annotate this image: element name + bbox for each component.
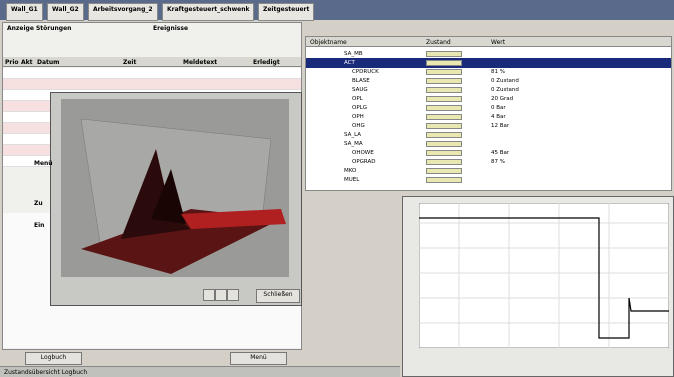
tree-label: OPLG <box>352 105 367 111</box>
group-title: Anzeige Störungen <box>7 25 72 32</box>
tree-row: SA_MB <box>306 49 671 59</box>
column-header: Datum <box>37 59 60 66</box>
state-boxes <box>426 123 462 129</box>
tree-row: SA_MA <box>306 139 671 149</box>
state-boxes <box>426 132 462 138</box>
tree-label: OPH <box>352 114 364 120</box>
plot-area <box>419 203 669 348</box>
state-boxes <box>426 177 462 183</box>
state-boxes <box>426 105 462 111</box>
tree-value: 0 Zustand <box>491 87 519 93</box>
column-header: Meldetext <box>183 59 218 66</box>
tree-value: 12 Bar <box>491 123 510 129</box>
column-header: Wert <box>491 39 506 46</box>
tab[interactable]: Zeitgesteuert <box>258 3 315 21</box>
column-header: Zustand <box>426 39 451 46</box>
tree-label: OHG <box>352 123 365 129</box>
tree-label: MKO <box>344 168 357 174</box>
surface-plot <box>61 99 289 277</box>
tree-row: CPDRUCK 81 % <box>306 67 671 77</box>
tab[interactable]: Arbeitsvorgang_2 <box>88 3 158 21</box>
state-boxes <box>426 96 462 102</box>
tree-value: 4 Bar <box>491 114 506 120</box>
tree-label: MUEL <box>344 177 360 183</box>
tree-value: 0 Zustand <box>491 78 519 84</box>
side-label: Zu <box>34 200 43 207</box>
tree-value: 45 Bar <box>491 150 510 156</box>
icon-button[interactable] <box>215 289 227 301</box>
trend-window <box>402 196 674 377</box>
trend-chart <box>419 203 669 348</box>
tab[interactable]: Wall_G2 <box>47 3 84 21</box>
button[interactable]: Menü <box>230 352 287 365</box>
tree-value: 87 % <box>491 159 505 165</box>
tree-label: CPDRUCK <box>352 69 379 75</box>
tree-label: OHOWE <box>352 150 374 156</box>
state-boxes <box>426 114 462 120</box>
tree-row: OHG 12 Bar <box>306 121 671 131</box>
tree-row: OPLG 0 Bar <box>306 103 671 113</box>
tree-row: MKO <box>306 166 671 176</box>
grid <box>419 203 669 348</box>
tree-value: 0 Bar <box>491 105 506 111</box>
button[interactable]: Logbuch <box>25 352 82 365</box>
tree-label: SA_MA <box>344 141 363 147</box>
tab[interactable]: Kraftgesteuert_schwenk <box>162 3 255 21</box>
surface <box>181 209 286 229</box>
table-row <box>3 68 301 79</box>
column-header: Prio <box>5 59 19 66</box>
tree-row: BLASE 0 Zustand <box>306 76 671 86</box>
state-boxes <box>426 168 462 174</box>
state-boxes <box>426 78 462 84</box>
tree-label: OPGRAD <box>352 159 376 165</box>
trend-line <box>419 217 669 339</box>
state-boxes <box>426 60 462 66</box>
tree-row: MUEL <box>306 175 671 185</box>
plot-window: Schließen <box>50 92 302 306</box>
tree-label: SA_LA <box>344 132 362 138</box>
side-label: Ein <box>34 222 45 229</box>
table-header: Prio Akt Datum Zeit Meldetext Erledigt <box>3 57 301 67</box>
state-boxes <box>426 159 462 165</box>
state-boxes <box>426 69 462 75</box>
icon-button[interactable] <box>203 289 215 301</box>
close-button[interactable]: Schließen <box>256 289 300 303</box>
tab[interactable]: Wall_G1 <box>6 3 43 21</box>
tree-row: SAUG 0 Zustand <box>306 85 671 95</box>
state-boxes <box>426 51 462 57</box>
tree-row: OPH 4 Bar <box>306 112 671 122</box>
tree-row: SA_LA <box>306 130 671 140</box>
column-header: Erledigt <box>253 59 280 66</box>
state-boxes <box>426 150 462 156</box>
tree-row: OPGRAD 87 % <box>306 157 671 167</box>
tree-label: SA_MB <box>344 51 363 57</box>
table-row <box>3 79 301 90</box>
tree-label: SAUG <box>352 87 368 93</box>
column-header: Akt <box>21 59 33 66</box>
tree-label: OPL <box>352 96 363 102</box>
surface-peak <box>151 169 186 224</box>
tree-row: OPL 20 Grad <box>306 94 671 104</box>
state-boxes <box>426 141 462 147</box>
side-label: Menü <box>34 160 53 167</box>
tree-row: ACT <box>306 58 671 68</box>
tree-value: 81 % <box>491 69 505 75</box>
tree-value: 20 Grad <box>491 96 514 102</box>
tree-row: OHOWE 45 Bar <box>306 148 671 158</box>
tree-panel: Objektname Zustand Wert SA_MB ACT CPDRUCK 81 … <box>305 36 672 191</box>
column-header: Objektname <box>310 39 347 46</box>
status-bar: Zustandsübersicht Logbuch <box>0 366 400 377</box>
icon-button[interactable] <box>227 289 239 301</box>
tree-label: BLASE <box>352 78 370 84</box>
tree-header: Objektname Zustand Wert <box>306 37 671 47</box>
state-boxes <box>426 87 462 93</box>
column-header: Zeit <box>123 59 137 66</box>
tree-label: ACT <box>344 60 355 66</box>
group-title: Ereignisse <box>153 25 189 32</box>
